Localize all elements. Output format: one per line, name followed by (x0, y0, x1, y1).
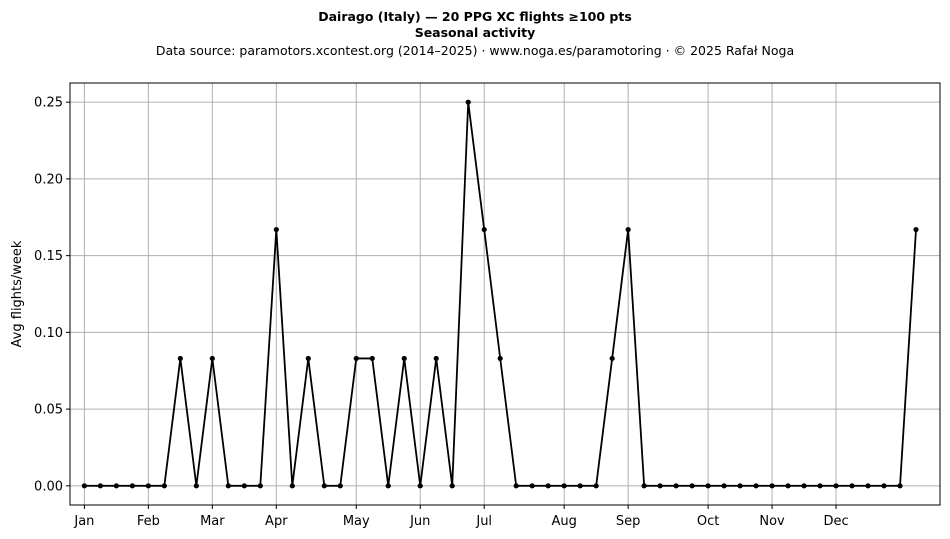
data-point (97, 483, 103, 489)
data-point (865, 483, 871, 489)
data-point (913, 226, 919, 233)
data-point (433, 355, 439, 362)
data-point (545, 483, 551, 489)
data-point (785, 483, 791, 489)
plot-frame (69, 82, 941, 506)
chart-source-line: Data source: paramotors.xcontest.org (20… (155, 43, 795, 58)
data-point (897, 483, 903, 489)
data-point (673, 483, 679, 489)
data-point (577, 483, 583, 489)
data-point (641, 483, 647, 489)
data-point (289, 483, 295, 489)
data-point (177, 355, 183, 362)
data-point (625, 226, 631, 233)
data-point (609, 355, 615, 362)
data-point (273, 226, 279, 233)
data-point (881, 483, 887, 489)
y-axis-label: Avg flights/week (10, 240, 25, 347)
data-point (225, 483, 231, 489)
data-point (737, 483, 743, 489)
data-point (369, 355, 375, 362)
x-tick-label: Sep (616, 514, 641, 529)
x-tick-label: Jun (409, 514, 430, 529)
data-point (161, 483, 167, 489)
data-point (849, 483, 855, 489)
data-point (769, 483, 775, 489)
series-line (84, 101, 917, 487)
data-point (705, 483, 711, 489)
data-point (353, 355, 359, 362)
data-point (721, 483, 727, 489)
chart-subtitle: Seasonal activity (414, 25, 536, 40)
data-point (817, 483, 823, 489)
y-tick-label: 0.20 (34, 172, 63, 187)
y-tick-label: 0.10 (34, 326, 63, 341)
x-tick-label: Apr (265, 514, 288, 529)
data-point (241, 483, 247, 489)
data-point (145, 483, 151, 489)
data-point (129, 483, 135, 489)
data-point (833, 483, 839, 489)
x-tick-label: Mar (200, 514, 225, 529)
data-point (465, 99, 471, 105)
data-point (449, 483, 455, 489)
data-point (337, 483, 343, 489)
x-tick-label: May (343, 514, 370, 529)
data-point (193, 483, 199, 489)
data-point (657, 483, 663, 489)
data-point (209, 355, 215, 362)
grid (70, 83, 940, 505)
chart-title: Dairago (Italy) — 20 PPG XC flights ≥100… (318, 9, 632, 24)
x-tick-label: Nov (759, 514, 785, 529)
data-point (417, 483, 423, 489)
data-point (529, 483, 535, 489)
data-point (481, 226, 487, 233)
series-layer (81, 99, 919, 489)
x-tick-label: Feb (137, 514, 160, 529)
data-point (497, 355, 503, 362)
data-point (113, 483, 119, 489)
x-tick-label: Jan (73, 514, 94, 529)
data-point (257, 483, 263, 489)
data-point (321, 483, 327, 489)
data-point (401, 355, 407, 362)
data-point (689, 483, 695, 489)
y-tick-label: 0.05 (34, 403, 63, 418)
y-tick-label: 0.15 (34, 249, 63, 264)
data-point (81, 483, 87, 489)
x-tick-label: Oct (697, 514, 719, 529)
y-tick-label: 0.00 (34, 479, 63, 494)
data-point (801, 483, 807, 489)
data-point (385, 483, 391, 489)
axis-ticks: Jan Feb Mar Apr May Jun Jul Aug Sep Oct Nov Dec 0.00… (34, 96, 849, 529)
y-tick-label: 0.25 (34, 96, 63, 111)
data-point (593, 483, 599, 489)
data-point (753, 483, 759, 489)
x-tick-label: Jul (475, 514, 492, 529)
x-tick-label: Dec (823, 514, 848, 529)
x-tick-label: Aug (551, 514, 576, 529)
data-point (561, 483, 567, 489)
data-point (513, 483, 519, 489)
data-point (305, 355, 311, 362)
